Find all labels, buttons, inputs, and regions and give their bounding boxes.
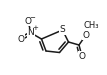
Text: S: S (60, 26, 65, 34)
Text: CH₃: CH₃ (83, 21, 99, 30)
Text: O: O (82, 31, 89, 40)
Text: O: O (25, 16, 31, 26)
Text: O: O (17, 34, 24, 43)
Text: +: + (32, 26, 38, 32)
Text: N: N (28, 28, 34, 38)
Text: O: O (79, 52, 85, 61)
Text: −: − (29, 15, 35, 21)
